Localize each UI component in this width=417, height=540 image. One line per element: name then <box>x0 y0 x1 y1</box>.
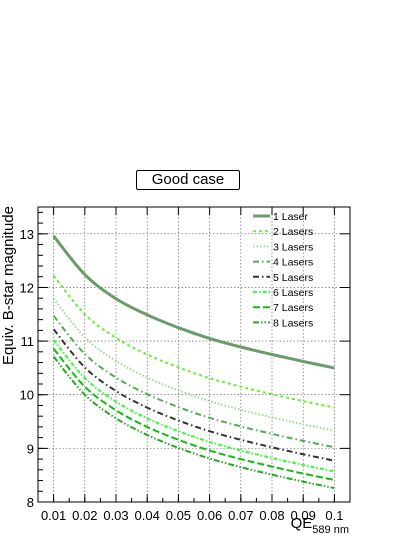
series-line-2-lasers <box>52 275 335 409</box>
series-line-6-lasers <box>52 339 335 473</box>
series-line-1-laser <box>52 235 335 370</box>
x-tick-label: 0.09 <box>291 508 316 523</box>
legend-label: 7 Lasers <box>273 302 313 314</box>
legend-label: 5 Lasers <box>273 272 313 284</box>
y-tick-label: 8 <box>27 495 34 510</box>
x-tick-label: 0.03 <box>103 508 128 523</box>
y-tick-label: 9 <box>27 441 34 456</box>
x-tick-label: 0.01 <box>41 508 66 523</box>
series-line-7-lasers <box>52 347 335 481</box>
x-axis-label: QE589 nm <box>291 515 349 536</box>
series-line-5-lasers <box>52 328 335 462</box>
series-line-3-lasers <box>52 298 335 432</box>
legend-label: 1 Laser <box>273 211 309 223</box>
x-tick-label: 0.04 <box>135 508 160 523</box>
y-tick-label: 12 <box>20 280 34 295</box>
x-axis-label-main: QE <box>291 515 313 532</box>
legend-label: 8 Lasers <box>273 317 313 329</box>
legend: 1 Laser 2 Lasers 3 Lasers 4 Lasers 5 Lasers 6… <box>253 211 313 329</box>
y-axis-label: Equiv. B-star magnitude <box>0 206 17 365</box>
chart-title: Good case <box>136 170 240 190</box>
x-axis-label-subscript: 589 nm <box>312 524 349 536</box>
axis-ticks: 0.01 0.02 0.03 0.04 0.05 0.06 0.07 0.08 0.09 0.1 8… <box>20 207 350 523</box>
x-tick-label: 0.08 <box>259 508 284 523</box>
y-tick-label: 13 <box>20 227 34 242</box>
x-tick-label: 0.06 <box>197 508 222 523</box>
series-layer <box>52 235 335 490</box>
x-tick-label: 0.07 <box>228 508 253 523</box>
series-line-8-lasers <box>52 356 335 490</box>
y-tick-label: 11 <box>21 334 35 349</box>
legend-label: 4 Lasers <box>273 257 313 269</box>
legend-label: 3 Lasers <box>273 241 313 253</box>
x-tick-label: 0.02 <box>72 508 97 523</box>
series-line-4-lasers <box>52 315 335 449</box>
legend-label: 2 Lasers <box>273 226 313 238</box>
legend-label: 6 Lasers <box>273 287 313 299</box>
x-tick-label: 0.05 <box>166 508 191 523</box>
x-tick-label: 0.1 <box>325 508 343 523</box>
y-tick-label: 10 <box>20 388 34 403</box>
